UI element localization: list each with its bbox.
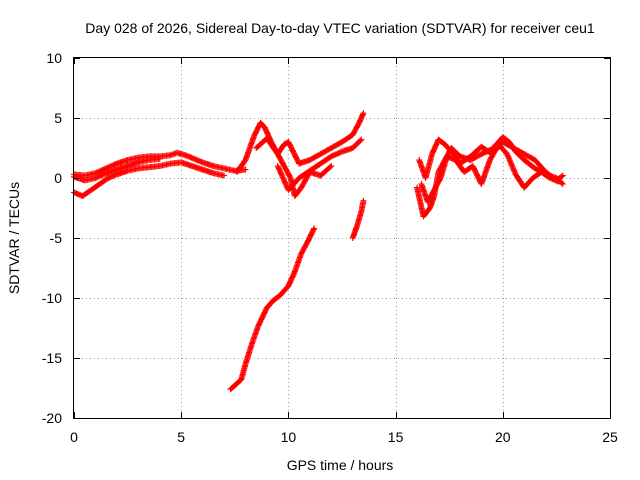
series-track-late-morning-3	[274, 136, 365, 193]
data-point	[311, 225, 318, 232]
data-point	[242, 166, 249, 173]
y-axis-title: SDTVAR / TECUs	[6, 182, 22, 294]
y-tick-label: 0	[54, 170, 62, 186]
x-tick-label: 20	[495, 429, 511, 445]
series-track-late-morning-1	[233, 119, 335, 199]
data-point	[555, 178, 562, 185]
x-tick-labels: 0 5 10 15 20 25	[70, 429, 618, 445]
series-track-short-segment	[349, 197, 367, 241]
y-tick-label: 5	[54, 110, 62, 126]
series-track-afternoon-3	[418, 141, 562, 205]
series-track-early-lower	[71, 159, 228, 199]
y-tick-label: -20	[42, 410, 62, 426]
data-point	[357, 137, 364, 144]
data-point	[559, 181, 566, 187]
x-tick-label: 10	[281, 429, 297, 445]
axis-ticks	[74, 58, 611, 419]
data-points	[71, 110, 566, 393]
y-tick-label: -5	[50, 230, 63, 246]
data-point	[360, 110, 367, 117]
x-tick-label: 15	[388, 429, 404, 445]
x-axis-title: GPS time / hours	[287, 457, 394, 473]
y-tick-label: 10	[46, 50, 62, 66]
series-track-afternoon-2	[416, 136, 566, 184]
y-tick-labels: 10 5 0 -5 -10 -15 -20	[42, 50, 62, 426]
chart-title: Day 028 of 2026, Sidereal Day-to-day VTE…	[85, 20, 595, 36]
data-point	[559, 172, 566, 179]
series-track-descent	[227, 225, 318, 393]
x-tick-label: 0	[70, 429, 78, 445]
series-track-early-upper	[71, 149, 249, 179]
series-track-late-morning-2	[253, 110, 367, 167]
data-point	[360, 197, 367, 204]
plot-frame	[73, 57, 611, 419]
y-tick-label: -15	[42, 350, 62, 366]
data-point	[558, 180, 565, 187]
data-point	[310, 226, 317, 233]
data-point	[156, 155, 163, 162]
data-point	[558, 173, 565, 180]
x-tick-label: 25	[602, 429, 618, 445]
data-point	[358, 136, 365, 143]
y-tick-label: -10	[42, 290, 62, 306]
data-point	[327, 163, 334, 170]
grid-lines	[74, 58, 610, 418]
x-tick-label: 5	[177, 429, 185, 445]
data-point	[221, 172, 228, 179]
data-point	[328, 163, 335, 169]
